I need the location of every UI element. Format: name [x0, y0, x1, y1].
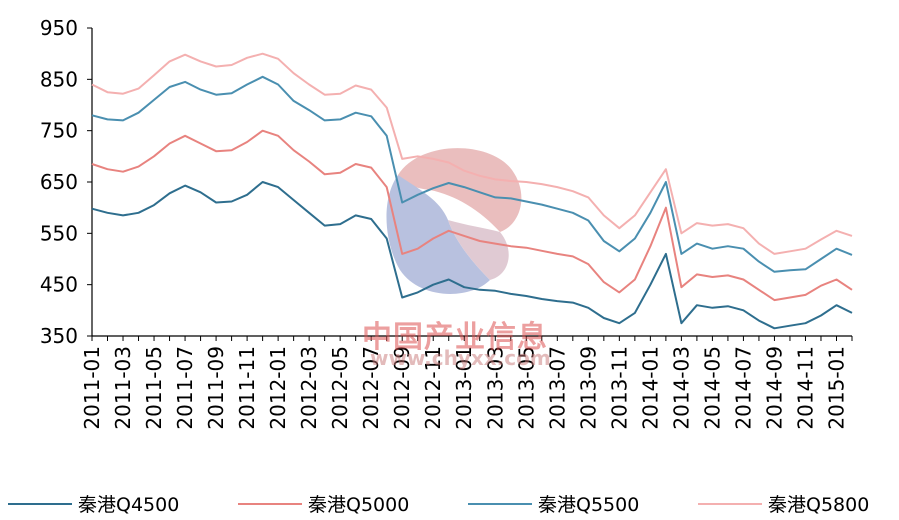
legend-swatch-q5800: [698, 502, 762, 505]
x-tick-label: 2012-11: [421, 346, 445, 430]
watermark-text-cn: 中国产业信息: [362, 320, 548, 355]
x-tick-label: 2011-03: [111, 346, 135, 430]
series-line-q4500: [91, 181, 853, 330]
legend-label-q5800: 秦港Q5800: [768, 494, 870, 516]
series-layer: [91, 52, 853, 330]
x-tick-label: 2015-01: [824, 346, 848, 430]
y-tick-label: 550: [40, 221, 78, 245]
legend-item-q5800: 秦港Q5800: [698, 490, 869, 517]
legend-swatch-q4500: [8, 502, 72, 505]
legend-item-q5000: 秦港Q5000: [238, 490, 409, 517]
x-tick-label: 2012-09: [390, 346, 414, 430]
x-tick-label: 2014-07: [731, 346, 755, 430]
y-axis-tick-labels: 350 450 550 650 750 850 950: [40, 16, 92, 348]
x-tick-label: 2012-03: [297, 346, 321, 430]
legend-label-q5500: 秦港Q5500: [538, 494, 640, 516]
x-tick-label: 2013-05: [514, 346, 538, 430]
x-tick-label: 2012-01: [266, 346, 290, 430]
x-tick-label: 2011-09: [204, 346, 228, 430]
legend-swatch-q5500: [468, 502, 532, 505]
x-tick-label: 2014-11: [793, 346, 817, 430]
y-tick-label: 650: [40, 170, 78, 194]
watermark-text-url: www.chyxx.com: [370, 346, 551, 370]
x-tick-label: 2011-11: [235, 346, 259, 430]
y-tick-label: 850: [40, 67, 78, 91]
series-line-q5500: [91, 75, 853, 273]
x-tick-label: 2011-05: [142, 346, 166, 430]
x-tick-label: 2014-05: [700, 346, 724, 430]
x-tick-label: 2013-09: [576, 346, 600, 430]
x-tick-label: 2013-07: [545, 346, 569, 430]
x-tick-label: 2012-05: [328, 346, 352, 430]
x-tick-label: 2011-07: [173, 346, 197, 430]
series-line-q5000: [91, 129, 853, 302]
y-tick-label: 950: [40, 16, 78, 40]
y-tick-label: 750: [40, 119, 78, 143]
y-tick-label: 450: [40, 273, 78, 297]
legend-label-q4500: 秦港Q4500: [78, 494, 180, 516]
watermark-logo: [386, 148, 522, 294]
x-tick-label: 2013-03: [483, 346, 507, 430]
x-tick-label: 2013-11: [607, 346, 631, 430]
x-tick-label: 2014-03: [669, 346, 693, 430]
legend-item-q4500: 秦港Q4500: [8, 490, 179, 517]
legend-swatch-q5000: [238, 502, 302, 505]
x-tick-label: 2011-01: [80, 346, 104, 430]
legend-item-q5500: 秦港Q5500: [468, 490, 639, 517]
chart-legend: 秦港Q4500 秦港Q5000 秦港Q5500 秦港Q5800: [0, 490, 899, 520]
x-tick-label: 2014-01: [638, 346, 662, 430]
legend-label-q5000: 秦港Q5000: [308, 494, 410, 516]
x-tick-label: 2014-09: [762, 346, 786, 430]
y-tick-label: 350: [40, 324, 78, 348]
x-axis-tick-labels: 2011-01 2011-03 2011-05 2011-07 2011-09 2011-…: [80, 336, 853, 430]
x-tick-label: 2012-07: [359, 346, 383, 430]
x-tick-label: 2013-01: [452, 346, 476, 430]
series-line-q5800: [91, 52, 853, 255]
